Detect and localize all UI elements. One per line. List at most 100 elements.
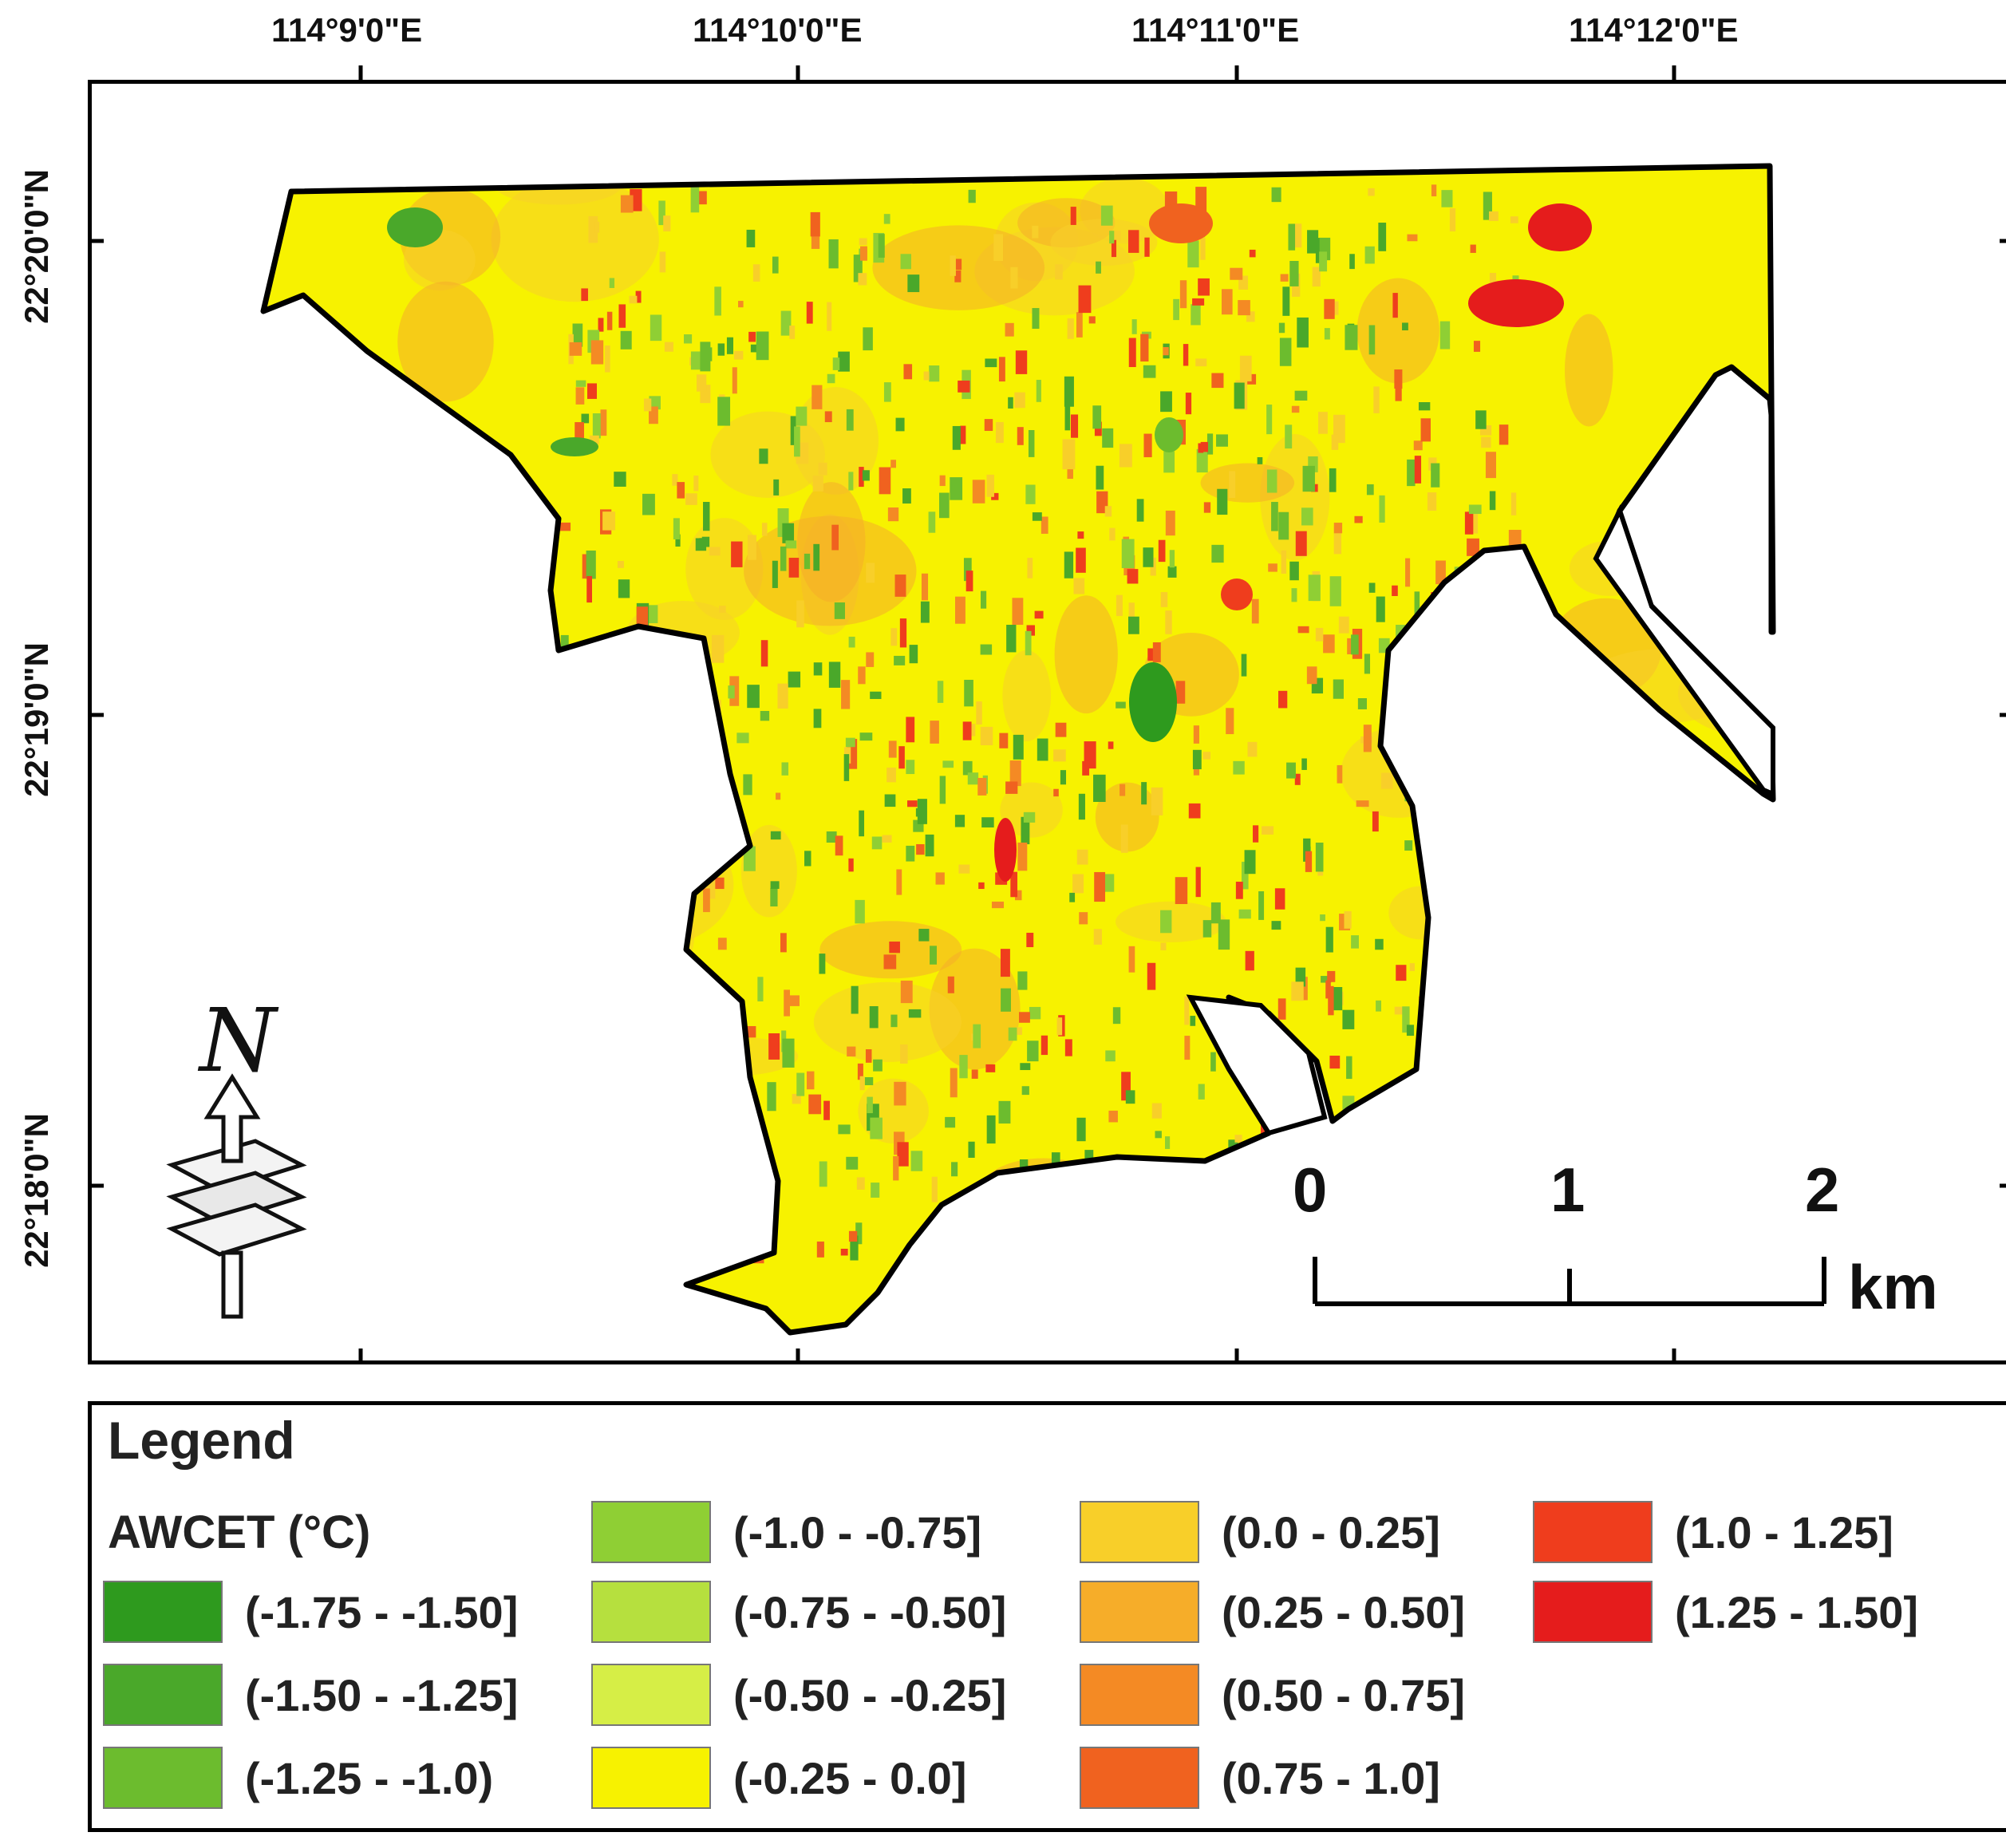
raster-speckle <box>931 1176 938 1202</box>
raster-speckle <box>971 1069 978 1079</box>
raster-speckle <box>1118 1219 1131 1229</box>
raster-speckle <box>1064 1039 1072 1056</box>
raster-speckle <box>952 425 961 450</box>
raster-speckle <box>1251 598 1259 624</box>
raster-speckle <box>1457 1116 1468 1125</box>
raster-speckle <box>1302 465 1315 492</box>
raster-speckle <box>1034 610 1044 619</box>
raster-speckle <box>878 234 885 258</box>
raster-speckle <box>780 310 792 336</box>
raster-speckle <box>1404 736 1417 756</box>
raster-speckle <box>1372 811 1379 832</box>
raster-speckle <box>1291 405 1300 413</box>
raster-speckle <box>1121 1072 1131 1101</box>
raster-speckle <box>673 976 684 997</box>
raster-blob <box>1388 886 1455 940</box>
raster-speckle <box>1191 304 1201 326</box>
raster-blob <box>1002 650 1051 742</box>
raster-speckle <box>856 1177 865 1190</box>
raster-speckle <box>649 396 661 410</box>
raster-speckle <box>866 652 875 667</box>
raster-speckle <box>1188 803 1201 819</box>
raster-speckle <box>1082 760 1090 776</box>
raster-speckle <box>1136 499 1144 522</box>
raster-speckle <box>991 901 1005 909</box>
raster-speckle <box>1017 427 1024 445</box>
raster-speckle <box>888 740 897 758</box>
raster-speckle <box>1187 240 1199 268</box>
raster-speckle <box>1184 1036 1191 1060</box>
raster-speckle <box>685 1166 693 1193</box>
raster-speckle <box>1037 738 1048 761</box>
raster-speckle <box>703 502 710 531</box>
raster-speckle <box>1160 592 1168 607</box>
raster-speckle <box>1297 626 1309 634</box>
raster-speckle <box>601 1018 608 1040</box>
raster-speckle <box>1406 1025 1415 1037</box>
raster-speckle <box>1471 618 1482 646</box>
raster-blob <box>425 980 582 1015</box>
raster-speckle <box>1291 588 1297 602</box>
raster-speckle <box>1056 1017 1063 1036</box>
raster-speckle <box>561 756 571 766</box>
raster-speckle <box>1420 418 1431 442</box>
raster-speckle <box>690 186 700 213</box>
raster-speckle <box>1344 910 1352 929</box>
raster-speckle <box>807 1071 815 1090</box>
raster-speckle <box>838 351 850 372</box>
raster-speckle <box>991 492 999 500</box>
raster-speckle <box>1426 1046 1436 1072</box>
raster-blob <box>396 476 500 573</box>
raster-speckle <box>1021 1086 1029 1096</box>
scale-label-2: 2 <box>1805 1155 1840 1225</box>
raster-speckle <box>1023 811 1036 823</box>
raster-speckle <box>1419 1247 1427 1273</box>
raster-speckle <box>857 1063 863 1080</box>
raster-speckle <box>1160 942 1167 950</box>
raster-speckle <box>1485 848 1495 875</box>
raster-speckle <box>1294 390 1308 401</box>
raster-speckle <box>650 314 662 342</box>
raster-speckle <box>1093 929 1102 945</box>
raster-speckle <box>1175 681 1186 704</box>
raster-speckle <box>831 524 839 551</box>
raster-speckle <box>1235 881 1243 899</box>
raster-speckle <box>780 546 787 571</box>
raster-speckle <box>1064 401 1071 431</box>
raster-speckle <box>1241 861 1249 890</box>
raster-speckle <box>788 558 800 578</box>
raster-speckle <box>986 1115 996 1144</box>
raster-speckle <box>1021 816 1030 845</box>
raster-speckle <box>1094 871 1106 902</box>
raster-speckle <box>828 239 839 269</box>
raster-speckle <box>1394 1006 1405 1015</box>
raster-speckle <box>950 255 956 276</box>
raster-speckle <box>1221 1169 1229 1194</box>
raster-speckle <box>1104 506 1112 517</box>
raster-speckle <box>1380 772 1393 789</box>
raster-speckle <box>566 787 575 805</box>
raster-speckle <box>687 655 694 664</box>
raster-speckle <box>582 554 589 579</box>
raster-speckle <box>1046 1247 1057 1260</box>
raster-speckle <box>1431 463 1440 488</box>
raster-speckle <box>900 1044 908 1064</box>
raster-speckle <box>1329 576 1341 606</box>
raster-spot <box>1129 662 1177 742</box>
raster-speckle <box>768 1033 780 1060</box>
raster-speckle <box>1503 768 1515 792</box>
raster-speckle <box>1041 1035 1048 1056</box>
raster-speckle <box>955 596 965 624</box>
raster-speckle <box>796 1072 805 1096</box>
legend-label: (0.50 - 0.75] <box>1222 1669 1466 1720</box>
raster-speckle <box>1312 267 1321 287</box>
raster-speckle <box>559 1041 571 1052</box>
raster-speckle <box>862 470 870 481</box>
raster-speckle <box>1032 225 1039 239</box>
raster-speckle <box>1297 317 1309 348</box>
raster-speckle <box>1375 1175 1381 1183</box>
raster-speckle <box>1454 735 1463 765</box>
raster-speckle <box>848 1230 858 1242</box>
raster-speckle <box>1427 808 1435 838</box>
